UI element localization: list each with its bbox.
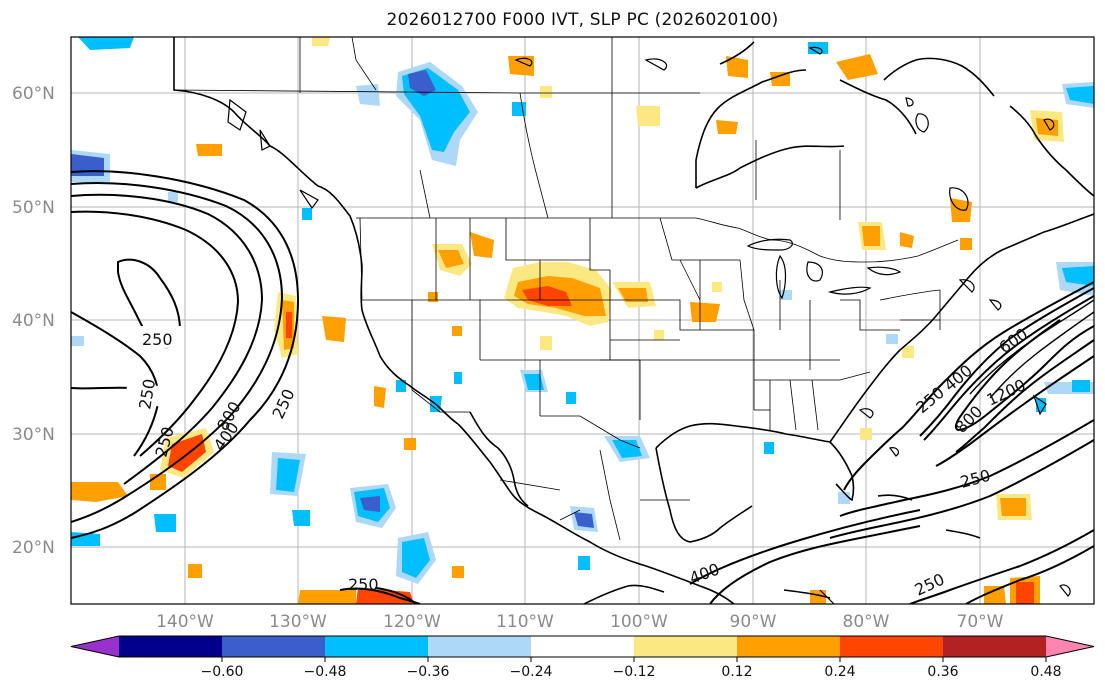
- latitude-labels: 60°N 50°N 40°N 30°N 20°N: [12, 84, 55, 558]
- lon-label: 100°W: [610, 612, 668, 632]
- colorbar-tick-label: 0.36: [927, 664, 958, 680]
- lon-label: 70°W: [957, 612, 1004, 632]
- lat-label: 30°N: [12, 425, 55, 445]
- colorbar-tick-label: −0.36: [407, 664, 450, 680]
- colorbar-tick-label: −0.48: [304, 664, 347, 680]
- coastlines: [173, 37, 1094, 604]
- colorbar-segment: [325, 636, 429, 657]
- lon-label: 120°W: [383, 612, 441, 632]
- colorbar-tick-label: −0.24: [510, 664, 553, 680]
- colorbar-extend-min: [71, 636, 119, 657]
- map-frame: [70, 36, 1095, 605]
- lon-label: 140°W: [156, 612, 214, 632]
- colorbar: −0.60 −0.48 −0.36 −0.24 −0.12 0.12 0.24 0.36 0.4…: [70, 635, 1095, 680]
- slp-contours-fine: [969, 299, 1094, 399]
- colorbar-tick-label: 0.48: [1030, 664, 1061, 680]
- longitude-labels: 140°W 130°W 120°W 110°W 100°W 90°W 80°W …: [156, 612, 1004, 632]
- lon-label: 90°W: [730, 612, 777, 632]
- colorbar-segment: [840, 636, 944, 657]
- colorbar-extend-max: [1046, 636, 1094, 657]
- colorbar-outline: [70, 635, 1095, 658]
- lon-label: 80°W: [843, 612, 890, 632]
- lakes-and-islands: [227, 46, 1071, 604]
- colorbar-segment: [943, 636, 1047, 657]
- colorbar-tick-label: 0.24: [824, 664, 855, 680]
- colorbar-segment: [119, 636, 223, 657]
- colorbar-segment: [222, 636, 326, 657]
- political-borders: [173, 37, 959, 541]
- colorbar-tick-label: −0.60: [201, 664, 244, 680]
- colorbar-tick-label: 0.12: [721, 664, 752, 680]
- lat-label: 50°N: [12, 198, 55, 218]
- lat-label: 20°N: [12, 538, 55, 558]
- lon-label: 130°W: [269, 612, 327, 632]
- colorbar-segment: [531, 636, 635, 657]
- colorbar-segment: [634, 636, 738, 657]
- map-title: 2026012700 F000 IVT, SLP PC (2026020100): [386, 10, 779, 30]
- lon-label: 110°W: [496, 612, 554, 632]
- lat-label: 60°N: [12, 84, 55, 104]
- colorbar-segment: [428, 636, 532, 657]
- lat-label: 40°N: [12, 311, 55, 331]
- colorbar-segment: [737, 636, 841, 657]
- contour-label: 250: [142, 330, 173, 349]
- positive-anomaly-shading: [71, 37, 1064, 604]
- colorbar-tick-label: −0.12: [613, 664, 656, 680]
- contour-label: 250: [348, 575, 379, 594]
